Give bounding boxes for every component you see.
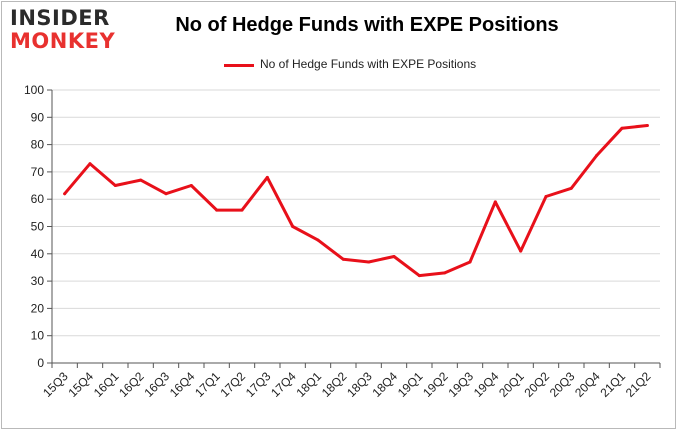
y-tick-label: 20 bbox=[31, 301, 45, 315]
x-tick-label: 17Q3 bbox=[243, 369, 274, 400]
data-point bbox=[240, 208, 244, 212]
y-tick-label: 0 bbox=[37, 356, 44, 370]
x-tick-label: 18Q2 bbox=[319, 369, 350, 400]
y-tick-label: 40 bbox=[31, 247, 45, 261]
x-tick-label: 16Q2 bbox=[116, 369, 147, 400]
x-tick-label: 18Q1 bbox=[293, 369, 324, 400]
data-point bbox=[164, 192, 168, 196]
logo-line-2: MONKEY bbox=[10, 29, 116, 53]
series-group bbox=[63, 123, 649, 278]
insider-monkey-logo: INSIDER MONKEY bbox=[10, 8, 128, 54]
x-tick-label: 21Q2 bbox=[623, 369, 654, 400]
x-tick-label: 20Q3 bbox=[547, 369, 578, 400]
y-tick-label: 90 bbox=[31, 110, 45, 124]
x-tick-label: 19Q2 bbox=[420, 369, 451, 400]
x-tick-label: 18Q4 bbox=[369, 369, 400, 400]
x-tick-label: 16Q3 bbox=[141, 369, 172, 400]
data-point bbox=[493, 200, 497, 204]
x-tick-label: 17Q4 bbox=[268, 369, 299, 400]
x-tick-label: 18Q3 bbox=[344, 369, 375, 400]
x-tick-label: 20Q2 bbox=[521, 369, 552, 400]
data-point bbox=[341, 257, 345, 261]
x-tick-label: 15Q4 bbox=[65, 369, 96, 400]
y-tick-label: 60 bbox=[31, 192, 45, 206]
data-point bbox=[544, 194, 548, 198]
legend-label: No of Hedge Funds with EXPE Positions bbox=[260, 57, 477, 71]
x-axis-ticks: 15Q315Q416Q116Q216Q316Q417Q117Q217Q317Q4… bbox=[40, 363, 661, 400]
data-point bbox=[291, 225, 295, 228]
y-tick-label: 50 bbox=[31, 220, 45, 234]
x-tick-label: 19Q4 bbox=[471, 369, 502, 400]
data-point bbox=[367, 260, 371, 264]
y-tick-label: 80 bbox=[31, 138, 45, 152]
x-tick-label: 21Q1 bbox=[597, 369, 628, 400]
data-point bbox=[468, 260, 472, 264]
x-tick-label: 20Q4 bbox=[572, 369, 603, 400]
data-point bbox=[113, 184, 117, 188]
x-tick-label: 17Q2 bbox=[217, 369, 248, 400]
data-point bbox=[215, 208, 219, 212]
series-line bbox=[63, 124, 649, 278]
legend-swatch bbox=[224, 64, 254, 67]
logo-line-1: INSIDER bbox=[10, 6, 110, 30]
chart-title: No of Hedge Funds with EXPE Positions bbox=[175, 14, 559, 36]
gridlines bbox=[52, 89, 660, 337]
y-tick-label: 70 bbox=[31, 165, 45, 179]
x-tick-label: 16Q4 bbox=[167, 369, 198, 400]
x-tick-label: 19Q1 bbox=[395, 369, 426, 400]
data-point bbox=[316, 238, 320, 242]
data-point bbox=[63, 192, 67, 196]
data-point bbox=[265, 175, 269, 179]
data-point bbox=[392, 255, 396, 259]
data-point bbox=[139, 178, 143, 182]
data-point bbox=[569, 186, 573, 190]
data-point bbox=[620, 126, 624, 130]
y-tick-label: 30 bbox=[31, 274, 45, 288]
x-tick-label: 15Q3 bbox=[40, 369, 71, 400]
data-point bbox=[88, 162, 92, 166]
y-axis-ticks: 0 10 20 30 40 50 60 70 80 90 100 bbox=[24, 83, 52, 370]
y-tick-label: 100 bbox=[24, 83, 44, 97]
data-point bbox=[417, 274, 421, 278]
data-point bbox=[645, 123, 649, 127]
x-tick-label: 20Q1 bbox=[496, 369, 527, 400]
data-point bbox=[443, 271, 447, 275]
y-tick-label: 10 bbox=[31, 329, 45, 343]
data-point bbox=[595, 154, 599, 158]
x-tick-label: 16Q1 bbox=[91, 369, 122, 400]
x-tick-label: 19Q3 bbox=[445, 369, 476, 400]
data-point bbox=[189, 184, 193, 188]
x-tick-label: 17Q1 bbox=[192, 369, 223, 400]
data-point bbox=[519, 249, 523, 253]
